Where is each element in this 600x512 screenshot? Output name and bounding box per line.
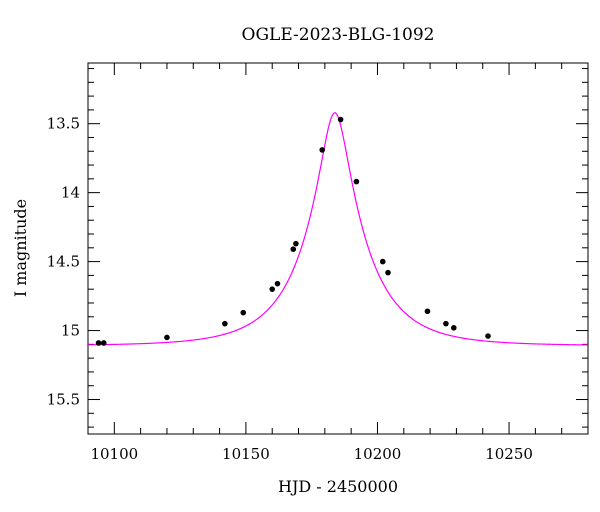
x-tick-label: 10150 [222,445,270,463]
x-axis-label: HJD - 2450000 [278,477,398,496]
data-point [337,116,344,123]
plot-frame [87,62,589,435]
y-axis-label: I magnitude [11,199,30,297]
model-curve-line [87,112,589,346]
axis-tick-labels: 10100 10150 10200 10250 13.5 14 14.5 15 15.5 [47,115,533,463]
data-point [240,309,247,316]
x-tick-label: 10100 [90,445,138,463]
data-point [379,258,386,265]
x-tick-label: 10200 [354,445,402,463]
chart-title: OGLE-2023-BLG-1092 [242,25,435,45]
y-tick-label: 15 [61,322,80,340]
data-point [485,333,491,339]
data-point [100,340,107,346]
y-tick-label: 13.5 [47,115,80,133]
y-tick-label: 15.5 [47,391,80,409]
axis-ticks [87,63,589,434]
data-point [290,246,297,252]
data-point [319,147,326,153]
data-points [95,116,491,346]
data-point [443,320,449,327]
y-tick-label: 14 [61,184,80,202]
data-point [274,280,281,287]
data-point [222,320,228,327]
data-point [269,286,276,292]
data-point [164,334,170,341]
data-point [293,240,299,247]
data-point [353,178,360,185]
data-point [450,325,457,331]
data-point [424,308,431,315]
x-tick-label: 10250 [485,445,533,463]
y-tick-label: 14.5 [47,253,80,271]
data-point [95,340,102,346]
data-point [385,269,391,276]
